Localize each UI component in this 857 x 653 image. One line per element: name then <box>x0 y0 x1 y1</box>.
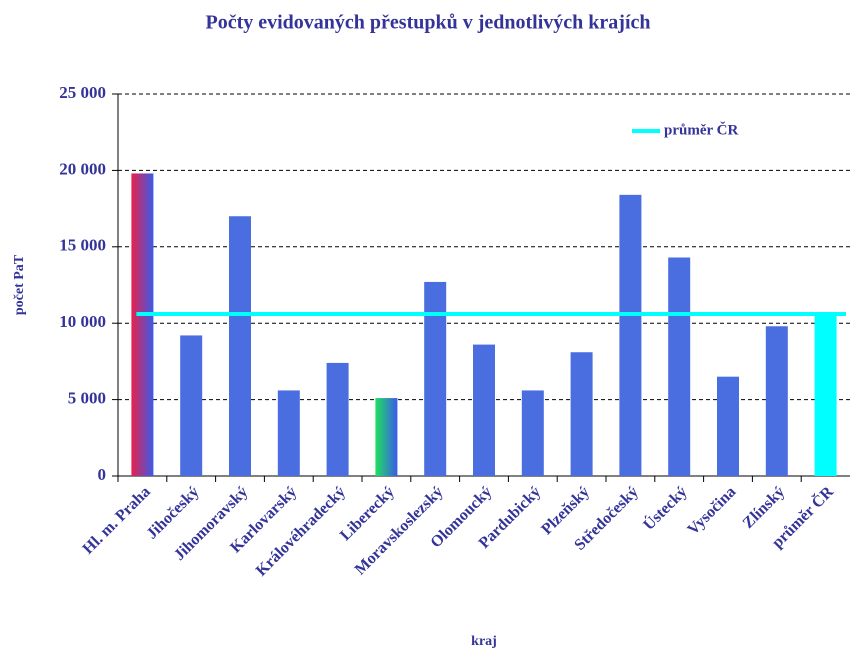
y-tick-label: 0 <box>98 465 107 484</box>
bar <box>521 390 544 476</box>
bar <box>180 335 203 476</box>
bar <box>814 314 837 476</box>
y-tick-label: 5 000 <box>68 389 106 408</box>
bar <box>131 173 154 476</box>
legend-label: průměr ČR <box>664 121 738 138</box>
bar <box>326 362 349 476</box>
bar <box>473 344 495 476</box>
chart-title: Počty evidovaných přestupků v jednotlivý… <box>205 12 650 34</box>
x-tick-label: Hl. m. Praha <box>80 483 154 557</box>
bar <box>375 398 398 476</box>
y-tick-label: 20 000 <box>59 159 106 178</box>
x-axis-label: kraj <box>471 634 497 649</box>
bar <box>717 376 739 476</box>
x-tick-label: Zlínský <box>740 483 789 532</box>
bar <box>277 390 300 476</box>
y-tick-label: 10 000 <box>59 312 106 331</box>
y-tick-label: 15 000 <box>59 236 106 255</box>
x-tick-label: Vysočina <box>684 483 739 538</box>
bar <box>668 257 691 476</box>
x-tick-label: Královéhradecký <box>253 483 349 579</box>
y-axis-label: počet PaT <box>12 254 27 315</box>
bar <box>570 352 593 476</box>
bar <box>229 216 251 477</box>
bar <box>424 281 447 476</box>
bar <box>619 194 642 476</box>
bar <box>765 326 788 476</box>
x-tick-label: Ústecký <box>639 482 691 534</box>
x-tick-label: Moravskoslezský <box>352 483 447 578</box>
y-tick-label: 25 000 <box>59 83 106 102</box>
